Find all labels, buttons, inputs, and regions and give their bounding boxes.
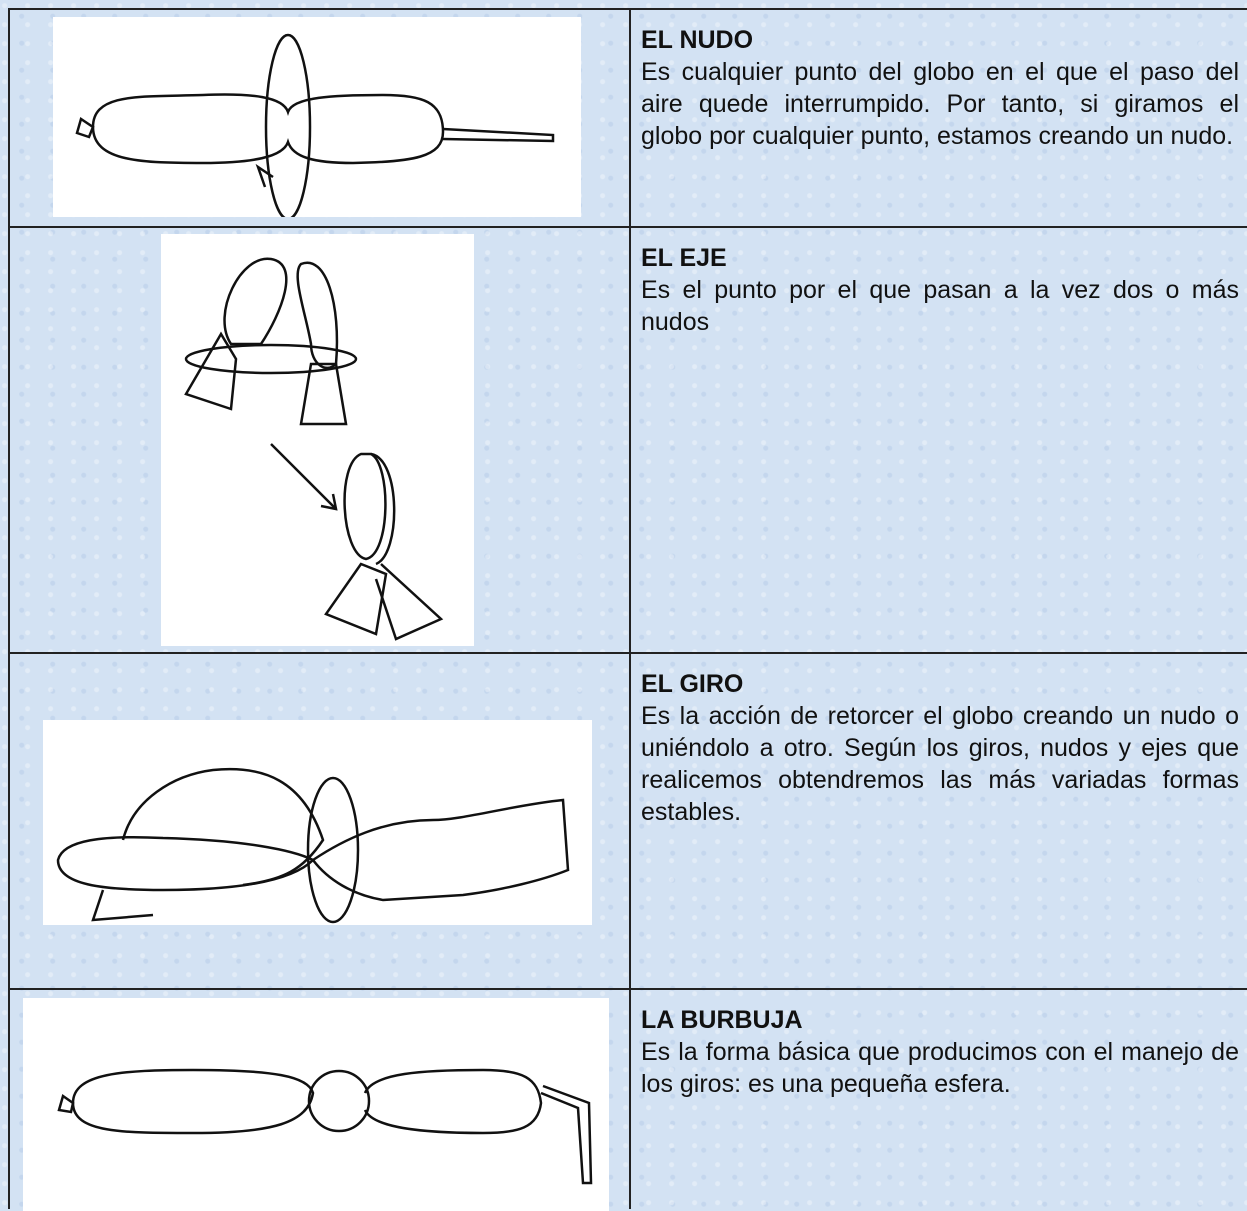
table-row: LA BURBUJA Es la forma básica que produc… <box>8 988 1247 1211</box>
image-cell <box>10 228 631 654</box>
bubble-illustration <box>23 998 609 1211</box>
text-cell: LA BURBUJA Es la forma básica que produc… <box>641 1004 1239 1100</box>
text-cell: EL NUDO Es cualquier punto del globo en … <box>641 24 1239 152</box>
row-text: Es el punto por el que pasan a la vez do… <box>641 276 1239 336</box>
twist-illustration <box>43 720 592 925</box>
image-cell <box>10 990 631 1211</box>
axis-illustration <box>161 234 474 646</box>
row-title: EL NUDO <box>641 26 754 54</box>
row-title: EL EJE <box>641 244 727 272</box>
table-row: EL EJE Es el punto por el que pasan a la… <box>8 226 1247 654</box>
row-text: Es la acción de retorcer el globo creand… <box>641 702 1239 826</box>
text-cell: EL EJE Es el punto por el que pasan a la… <box>641 242 1239 338</box>
image-cell <box>10 654 631 990</box>
row-title: LA BURBUJA <box>641 1006 803 1034</box>
knot-illustration <box>53 17 581 217</box>
table-row: EL GIRO Es la acción de retorcer el glob… <box>8 652 1247 990</box>
table-row: EL NUDO Es cualquier punto del globo en … <box>8 8 1247 228</box>
text-cell: EL GIRO Es la acción de retorcer el glob… <box>641 668 1239 828</box>
row-text: Es la forma básica que producimos con el… <box>641 1038 1239 1098</box>
image-cell <box>10 10 631 228</box>
row-title: EL GIRO <box>641 670 744 698</box>
row-text: Es cualquier punto del globo en el que e… <box>641 58 1239 150</box>
